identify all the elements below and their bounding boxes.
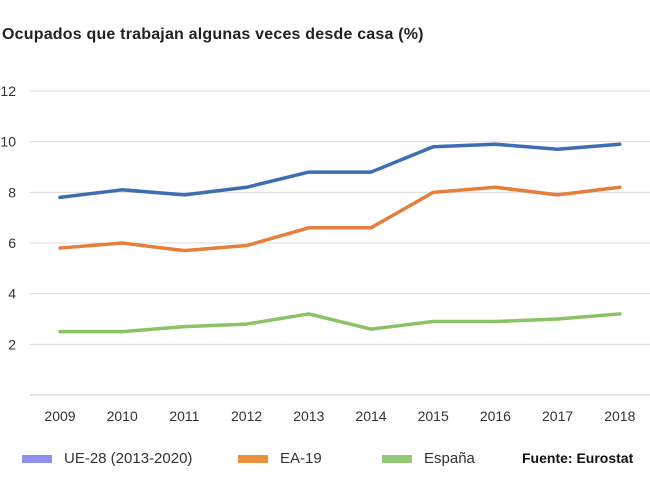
data-point	[556, 317, 560, 321]
x-tick-label: 2013	[293, 408, 324, 424]
data-point	[182, 249, 186, 253]
x-tick-label: 2009	[44, 408, 75, 424]
data-point	[618, 312, 622, 316]
line-chart: 2 4 6 8 10 12 2009 2010 2011 2012 2013 2014 2015 2016…	[0, 83, 650, 424]
y-tick-label: 2	[8, 336, 16, 352]
data-point	[245, 244, 249, 248]
series-line-2	[58, 312, 622, 334]
data-point	[431, 145, 435, 149]
y-tick-label: 10	[0, 134, 16, 150]
data-point	[307, 226, 311, 230]
legend-item: España	[382, 450, 475, 467]
y-tick-label: 8	[8, 184, 16, 200]
data-point	[182, 325, 186, 329]
y-tick-label: 12	[0, 83, 16, 99]
source-note: Fuente: Eurostat	[522, 450, 634, 466]
x-tick-label: 2010	[107, 408, 138, 424]
series-line-1	[58, 185, 622, 253]
data-point	[120, 241, 124, 245]
y-tick-label: 4	[8, 286, 16, 302]
x-tick-label: 2012	[231, 408, 262, 424]
legend-swatch	[238, 454, 268, 463]
data-point	[58, 195, 62, 199]
data-point	[369, 327, 373, 331]
data-point	[58, 246, 62, 250]
legend-swatch	[22, 454, 52, 463]
data-point	[307, 170, 311, 174]
data-point	[493, 185, 497, 189]
legend: UE-28 (2013-2020) EA-19 España	[0, 450, 650, 474]
data-point	[618, 185, 622, 189]
data-point	[120, 188, 124, 192]
legend-label: EA-19	[280, 450, 322, 467]
data-point	[369, 226, 373, 230]
x-tick-label: 2017	[542, 408, 573, 424]
data-point	[245, 322, 249, 326]
data-point	[182, 193, 186, 197]
data-point	[493, 320, 497, 324]
x-tick-label: 2015	[418, 408, 449, 424]
chart-title: Ocupados que trabajan algunas veces desd…	[2, 26, 424, 43]
data-point	[431, 320, 435, 324]
data-point	[556, 193, 560, 197]
data-point	[120, 330, 124, 334]
x-tick-label: 2018	[604, 408, 635, 424]
legend-label: España	[424, 450, 475, 467]
data-point	[431, 190, 435, 194]
y-tick-label: 6	[8, 235, 16, 251]
x-tick-label: 2016	[480, 408, 511, 424]
data-point	[369, 170, 373, 174]
legend-label: UE-28 (2013-2020)	[64, 450, 193, 467]
legend-item: EA-19	[238, 450, 322, 467]
series-line-0	[58, 142, 622, 200]
legend-item: UE-28 (2013-2020)	[22, 450, 192, 467]
data-point	[493, 142, 497, 146]
x-tick-label: 2011	[169, 408, 199, 424]
data-point	[245, 185, 249, 189]
data-point	[58, 330, 62, 334]
data-point	[556, 147, 560, 151]
data-point	[618, 142, 622, 146]
x-tick-label: 2014	[355, 408, 386, 424]
legend-swatch	[382, 454, 412, 463]
data-point	[307, 312, 311, 316]
